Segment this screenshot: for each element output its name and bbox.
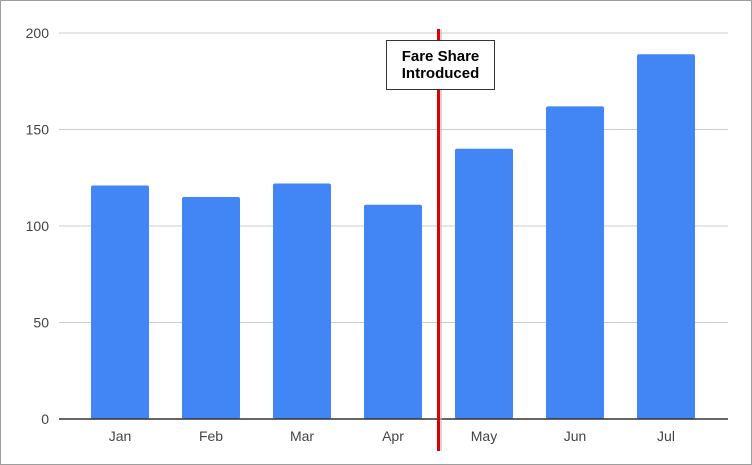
- bar-jan: [91, 185, 149, 419]
- y-tick-label: 150: [26, 122, 50, 138]
- x-tick-label: Apr: [382, 428, 404, 444]
- x-tick-label: Mar: [290, 428, 314, 444]
- annotation-line-2: Introduced: [401, 65, 480, 82]
- x-tick-label: Jan: [109, 428, 132, 444]
- bar-jul: [637, 54, 695, 419]
- y-tick-label: 200: [26, 25, 50, 41]
- x-tick-label: Jun: [564, 428, 587, 444]
- y-axis-tick-labels: 0 50 100 150 200: [26, 25, 50, 427]
- bar-feb: [182, 197, 240, 419]
- bar-mar: [273, 183, 331, 419]
- x-tick-label: May: [471, 428, 497, 444]
- annotation-label: Fare Share Introduced: [386, 40, 495, 90]
- bar-may: [455, 148, 513, 420]
- y-tick-label: 50: [33, 315, 49, 331]
- bars: [91, 54, 695, 420]
- y-tick-label: 0: [41, 411, 49, 427]
- x-tick-label: Jul: [657, 428, 675, 444]
- y-tick-label: 100: [26, 218, 50, 234]
- annotation-line-1: Fare Share: [401, 48, 480, 65]
- annotation-marker: [437, 29, 442, 451]
- x-tick-label: Feb: [199, 428, 223, 444]
- x-axis-tick-labels: Jan Feb Mar Apr May Jun Jul: [109, 428, 675, 444]
- bar-jun: [546, 106, 604, 419]
- bar-apr: [364, 204, 422, 419]
